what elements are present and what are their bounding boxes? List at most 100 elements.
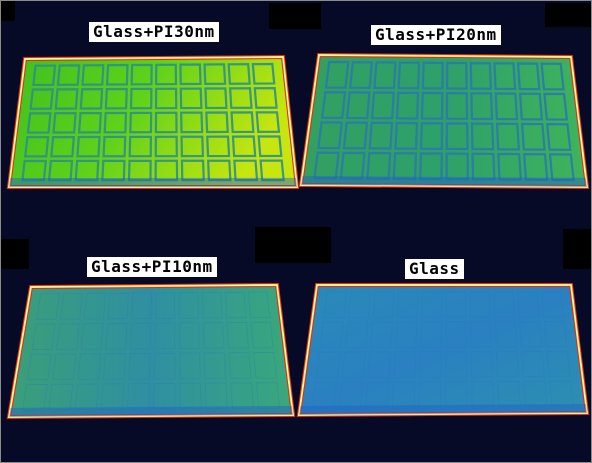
grid-cell <box>445 92 469 120</box>
grid-cell <box>471 381 495 408</box>
grid-cell <box>496 351 519 378</box>
grid-cell <box>21 159 48 182</box>
grid-cell <box>367 351 391 378</box>
grid-cell <box>497 381 521 408</box>
grid-cell <box>204 87 228 110</box>
grid-cell <box>370 321 393 348</box>
grid-cell <box>74 159 100 182</box>
grid-cell <box>370 91 395 120</box>
grid-cell <box>107 292 129 320</box>
grid-cell <box>131 292 153 320</box>
grid-cell <box>315 351 341 379</box>
grid-cell <box>129 111 153 134</box>
grid-cell <box>233 159 259 182</box>
grid-cell <box>313 151 340 180</box>
grid-cell <box>100 383 125 410</box>
sample-pi30 <box>6 54 300 189</box>
grid-cell <box>323 291 347 318</box>
grid-cell <box>470 321 492 348</box>
grid-cell <box>80 323 104 350</box>
grid-cell <box>493 62 517 91</box>
grid-cell <box>494 92 519 121</box>
grid-cell <box>345 91 371 120</box>
grid-cell <box>79 88 104 110</box>
grid-cell <box>26 112 52 134</box>
grid-cell <box>421 291 443 318</box>
grid-cell <box>519 321 543 348</box>
black-block-top-right <box>545 3 591 27</box>
grid-cell <box>259 159 285 182</box>
sample-surface <box>296 283 590 418</box>
grid-cell <box>344 321 369 348</box>
grid-cell <box>102 135 127 158</box>
grid-cell <box>372 291 395 318</box>
black-block-top-middle <box>269 3 321 29</box>
grid-cell <box>83 292 106 320</box>
grid-cell <box>517 291 540 318</box>
grid-cell <box>540 291 564 318</box>
black-block-mid-middle <box>255 227 331 263</box>
grid-cell <box>348 61 374 89</box>
grid-cell <box>395 321 418 348</box>
grid-cell <box>543 92 569 121</box>
grid-cell <box>420 321 442 348</box>
grid-cell <box>324 60 350 89</box>
grid-cell <box>348 291 371 318</box>
grid-cell <box>224 291 247 319</box>
grid-cell <box>391 381 416 408</box>
grid-cell <box>105 322 128 350</box>
panel-label-pi30: Glass+PI30nm <box>89 22 219 42</box>
grid-cell <box>105 63 129 86</box>
grid-cell <box>543 321 568 348</box>
grid-cell <box>255 111 281 133</box>
panel-label-pi20: Glass+PI20nm <box>371 25 501 45</box>
grid-cell <box>320 91 347 120</box>
grid-cell <box>26 353 52 381</box>
grid-cell <box>22 383 48 411</box>
grid-cell <box>419 152 443 181</box>
grid-cell <box>445 61 468 90</box>
grid-cell <box>366 151 392 180</box>
grid-cell <box>155 63 178 86</box>
grid-cell <box>180 135 205 158</box>
grid-cell <box>101 159 126 182</box>
grid-cell <box>255 382 281 409</box>
grid-cell <box>373 61 397 90</box>
grid-cell <box>154 135 178 158</box>
grid-cell <box>497 152 522 181</box>
grid-cell <box>206 135 231 158</box>
grid-cell <box>179 382 202 410</box>
grid-cell <box>103 353 126 380</box>
grid-cell <box>395 91 420 120</box>
grid-cell <box>253 87 278 109</box>
grid-cell <box>420 91 444 120</box>
grid-cell <box>518 92 544 121</box>
grid-cell <box>418 381 442 408</box>
grid-cell <box>231 135 257 158</box>
sample-glass <box>296 283 590 418</box>
grid-cell <box>23 136 50 158</box>
grid-cell <box>520 122 546 151</box>
grid-cell <box>56 323 80 350</box>
grid-cell <box>250 321 274 349</box>
grid-cell <box>392 152 418 181</box>
grid-cell <box>445 381 468 408</box>
grid-cell <box>153 382 176 410</box>
grid-cell <box>419 122 444 150</box>
sample-pi10 <box>6 282 296 420</box>
grid-cell <box>445 351 468 378</box>
black-block-mid-right <box>563 229 591 269</box>
grid-cell <box>74 383 99 411</box>
grid-cell <box>445 122 469 151</box>
grid-cell <box>445 321 467 348</box>
grid-cell <box>50 135 75 158</box>
grid-cell <box>470 351 493 378</box>
sample-bottom-band <box>9 177 297 187</box>
grid-cell <box>230 382 254 409</box>
grid-cell <box>178 322 200 349</box>
grid-cell <box>29 88 54 110</box>
grid-cell <box>253 352 277 379</box>
grid-cell <box>546 350 571 378</box>
grid-cell <box>153 352 176 380</box>
grid-cell <box>445 152 470 181</box>
